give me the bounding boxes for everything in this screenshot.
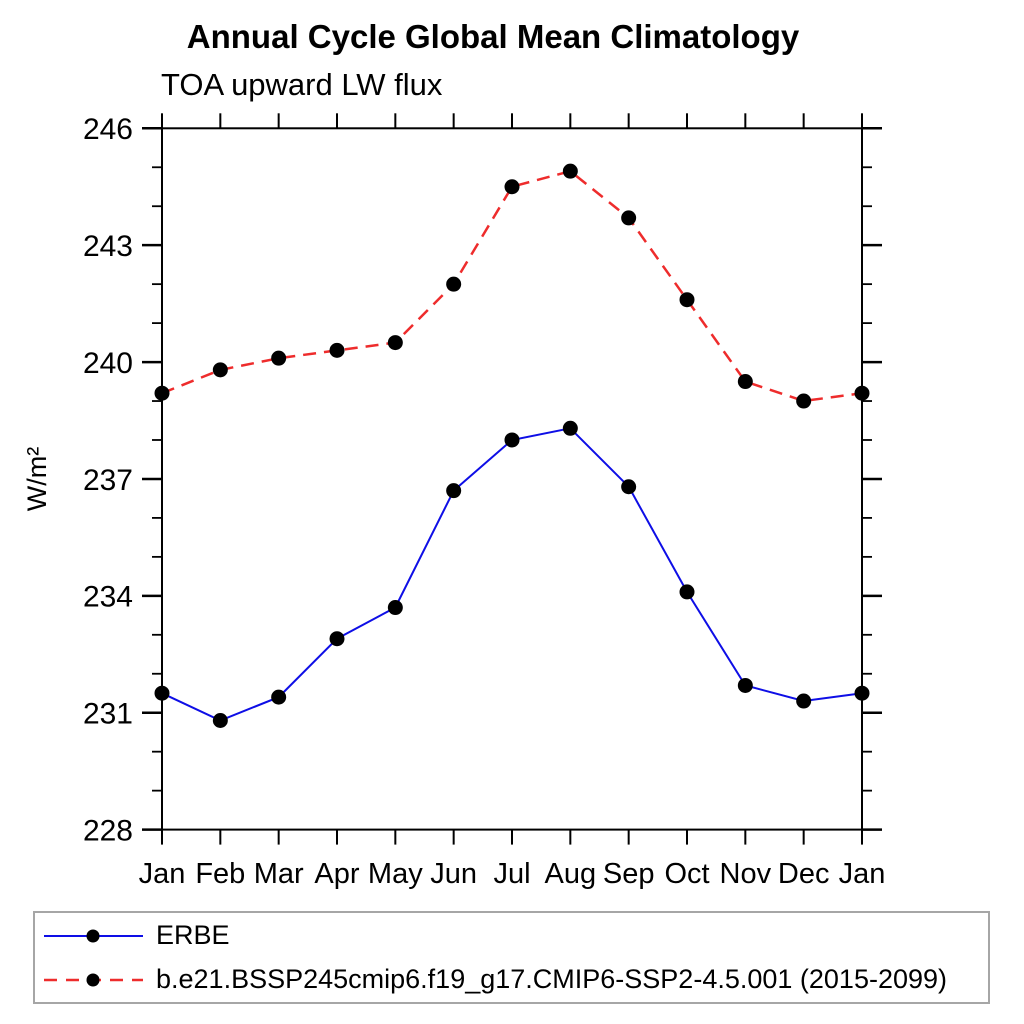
data-point-marker (796, 393, 812, 409)
x-tick-label: Apr (314, 858, 359, 890)
data-point-marker (154, 385, 170, 401)
chart-subtitle: TOA upward LW flux (161, 67, 443, 102)
data-point-marker (679, 584, 695, 600)
data-point-marker (796, 693, 812, 709)
legend-line-sample-model (44, 973, 143, 986)
x-tick-label: Jul (493, 858, 530, 890)
data-point-marker (446, 483, 462, 499)
data-point-marker (562, 420, 578, 436)
plot-svg: Annual Cycle Global Mean Climatology TOA… (22, 18, 885, 890)
data-point-marker (329, 631, 345, 647)
x-tick-label: Oct (664, 858, 709, 890)
data-point-marker (271, 689, 287, 705)
data-point-marker (562, 163, 578, 179)
x-tick-label: Mar (254, 858, 304, 890)
data-point-marker (212, 362, 228, 378)
y-tick-label: 240 (83, 347, 133, 380)
y-tick-label: 234 (83, 581, 133, 614)
x-tick-label: Dec (778, 858, 830, 890)
data-point-marker (387, 335, 403, 351)
x-tick-label: Aug (545, 858, 597, 890)
legend-row-model: b.e21.BSSP245cmip6.f19_g17.CMIP6-SSP2-4.… (35, 960, 988, 1000)
plot-frame (161, 127, 863, 831)
chart-title: Annual Cycle Global Mean Climatology (187, 18, 800, 55)
y-tick-label: 231 (83, 698, 133, 731)
x-tick-label: Sep (603, 858, 655, 890)
series-line-1 (161, 169, 863, 403)
data-point-marker (212, 713, 228, 729)
x-tick-label: Jan (839, 858, 886, 890)
legend-label-model: b.e21.BSSP245cmip6.f19_g17.CMIP6-SSP2-4.… (156, 964, 948, 994)
legend-row-erbe: ERBE (35, 916, 988, 956)
x-tick-label: Feb (195, 858, 245, 890)
data-point-marker (154, 685, 170, 701)
marker-dot-icon (86, 929, 100, 942)
data-point-marker (737, 374, 753, 390)
x-tick-label: May (368, 858, 423, 890)
data-point-marker (621, 210, 637, 226)
data-point-marker (446, 276, 462, 292)
axes-layer: 228 231 234 237 240 243 246 Jan Feb Mar Apr May Jun J… (83, 113, 885, 890)
y-tick-label: 237 (83, 464, 133, 497)
data-point-marker (854, 385, 870, 401)
x-tick-label: Nov (720, 858, 772, 890)
data-point-marker (387, 600, 403, 616)
y-axis-label: W/m² (22, 447, 52, 511)
data-point-marker (854, 685, 870, 701)
data-point-marker (621, 479, 637, 495)
data-point-marker (271, 350, 287, 366)
series-line-0 (161, 427, 863, 722)
series-layer (154, 163, 870, 729)
data-point-marker (504, 179, 520, 195)
data-point-marker (504, 432, 520, 448)
y-tick-label: 228 (83, 814, 133, 847)
marker-dot-icon (86, 973, 100, 986)
legend-line-sample-erbe (44, 929, 143, 942)
y-tick-label: 246 (83, 113, 133, 146)
data-point-marker (329, 342, 345, 358)
x-tick-label: Jun (430, 858, 477, 890)
y-tick-label: 243 (83, 230, 133, 263)
legend: ERBE b.e21.BSSP245cmip6.f19_g17.CMIP6-SS… (33, 911, 990, 1004)
data-point-marker (737, 677, 753, 693)
x-tick-label: Jan (139, 858, 186, 890)
legend-label-erbe: ERBE (156, 920, 230, 950)
data-point-marker (679, 292, 695, 308)
